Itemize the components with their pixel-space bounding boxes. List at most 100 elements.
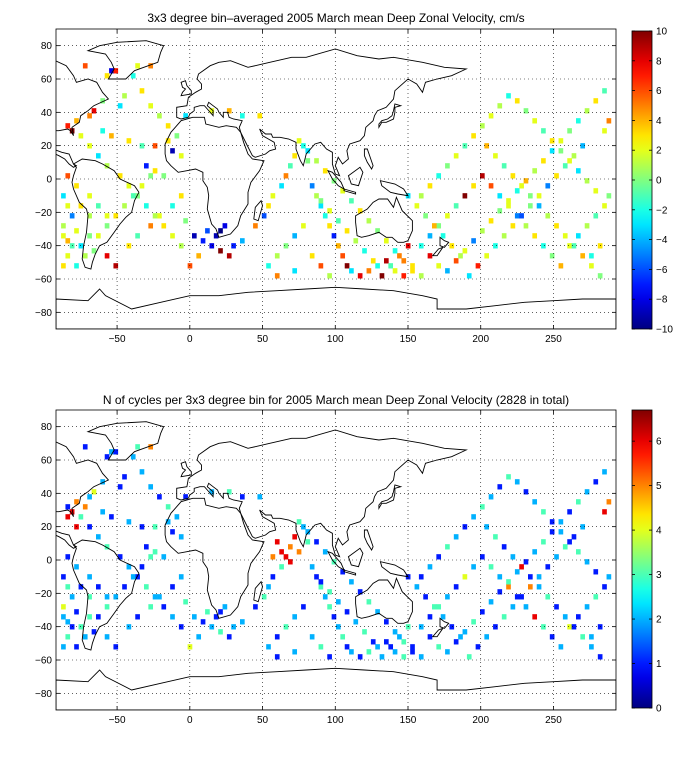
data-cell	[87, 594, 92, 600]
data-cell	[497, 208, 503, 214]
data-cell	[388, 263, 394, 269]
data-cell	[532, 168, 538, 174]
data-cell	[274, 273, 280, 279]
coastline	[56, 667, 616, 710]
x-tick-label: 250	[545, 715, 562, 726]
colorbar-tick-label: −4	[656, 235, 668, 246]
data-cell	[418, 193, 424, 199]
data-cell	[74, 183, 79, 189]
data-cell	[401, 639, 407, 645]
data-cell	[523, 223, 529, 229]
data-cell	[139, 183, 145, 189]
data-cell	[506, 198, 511, 204]
data-cell	[532, 614, 538, 620]
data-cell	[87, 574, 92, 580]
data-cell	[549, 138, 555, 144]
colorbar-tick-label: −6	[656, 265, 668, 276]
data-cell	[283, 243, 289, 249]
data-cell	[314, 539, 319, 545]
data-cell	[126, 564, 132, 570]
coastline	[343, 569, 357, 576]
data-cell	[65, 238, 71, 244]
data-cell	[602, 584, 607, 590]
data-cell	[331, 233, 337, 239]
data-cell	[584, 489, 590, 495]
data-cell	[130, 574, 136, 580]
data-cell	[392, 629, 398, 635]
data-cell	[558, 148, 564, 154]
data-cell	[418, 243, 424, 249]
data-cell	[261, 213, 267, 219]
data-cell	[257, 113, 263, 119]
data-cell	[427, 233, 433, 239]
data-cell	[309, 253, 315, 259]
data-cell	[82, 63, 88, 69]
data-cell	[401, 273, 407, 279]
data-cell	[322, 549, 328, 555]
data-cell	[87, 193, 92, 199]
data-cell	[344, 644, 350, 650]
data-cell	[314, 193, 319, 199]
data-cell	[514, 213, 520, 219]
data-cell	[427, 183, 433, 189]
data-cell	[209, 624, 215, 630]
data-cell	[410, 268, 415, 274]
data-cell	[279, 564, 284, 570]
data-cell	[541, 624, 546, 630]
data-cell	[480, 228, 485, 234]
data-cell	[336, 218, 341, 224]
data-cell	[122, 93, 127, 99]
data-cell	[440, 614, 446, 620]
data-cell	[288, 163, 293, 169]
data-cell	[453, 203, 459, 209]
data-cell	[576, 118, 581, 124]
data-cell	[606, 193, 612, 199]
data-cell	[497, 103, 503, 109]
data-cell	[117, 554, 123, 560]
data-cell	[593, 188, 599, 194]
data-cell	[379, 654, 385, 660]
data-cell	[549, 529, 555, 535]
data-cell	[261, 594, 267, 600]
data-cell	[493, 624, 498, 630]
data-cell	[222, 223, 228, 229]
x-tick-label: 150	[400, 334, 417, 345]
data-cell	[506, 579, 511, 585]
data-cell	[584, 178, 590, 184]
y-tick-label: 80	[41, 422, 53, 433]
data-cell	[309, 634, 315, 640]
x-tick-label: 200	[472, 334, 489, 345]
data-cell	[554, 554, 559, 560]
data-cell	[74, 564, 79, 570]
data-cell	[165, 123, 171, 129]
colorbar	[631, 409, 653, 709]
data-cell	[366, 218, 372, 224]
data-cell	[484, 524, 490, 530]
data-cell	[61, 193, 66, 199]
data-cell	[462, 574, 468, 580]
data-cell	[576, 614, 581, 620]
data-cell	[161, 554, 167, 560]
data-cell	[558, 644, 564, 650]
data-cell	[296, 138, 302, 144]
colorbar-tick-label: 10	[656, 27, 668, 38]
data-cell	[301, 524, 306, 530]
data-cell	[340, 253, 346, 259]
data-cell	[510, 554, 516, 560]
chart-title: N of cycles per 3x3 degree bin for 2005 …	[103, 393, 569, 407]
data-cell	[410, 649, 415, 655]
data-cell	[305, 539, 311, 545]
data-cell	[266, 203, 271, 209]
data-cell	[545, 213, 551, 219]
y-tick-label: −60	[35, 656, 52, 667]
data-cell	[466, 273, 472, 279]
data-cell	[336, 243, 341, 249]
data-cell	[331, 614, 337, 620]
data-cell	[126, 183, 132, 189]
data-cell	[418, 273, 424, 279]
data-cell	[423, 213, 428, 219]
data-cell	[74, 499, 79, 505]
data-cell	[161, 604, 167, 610]
coastline	[86, 421, 165, 461]
